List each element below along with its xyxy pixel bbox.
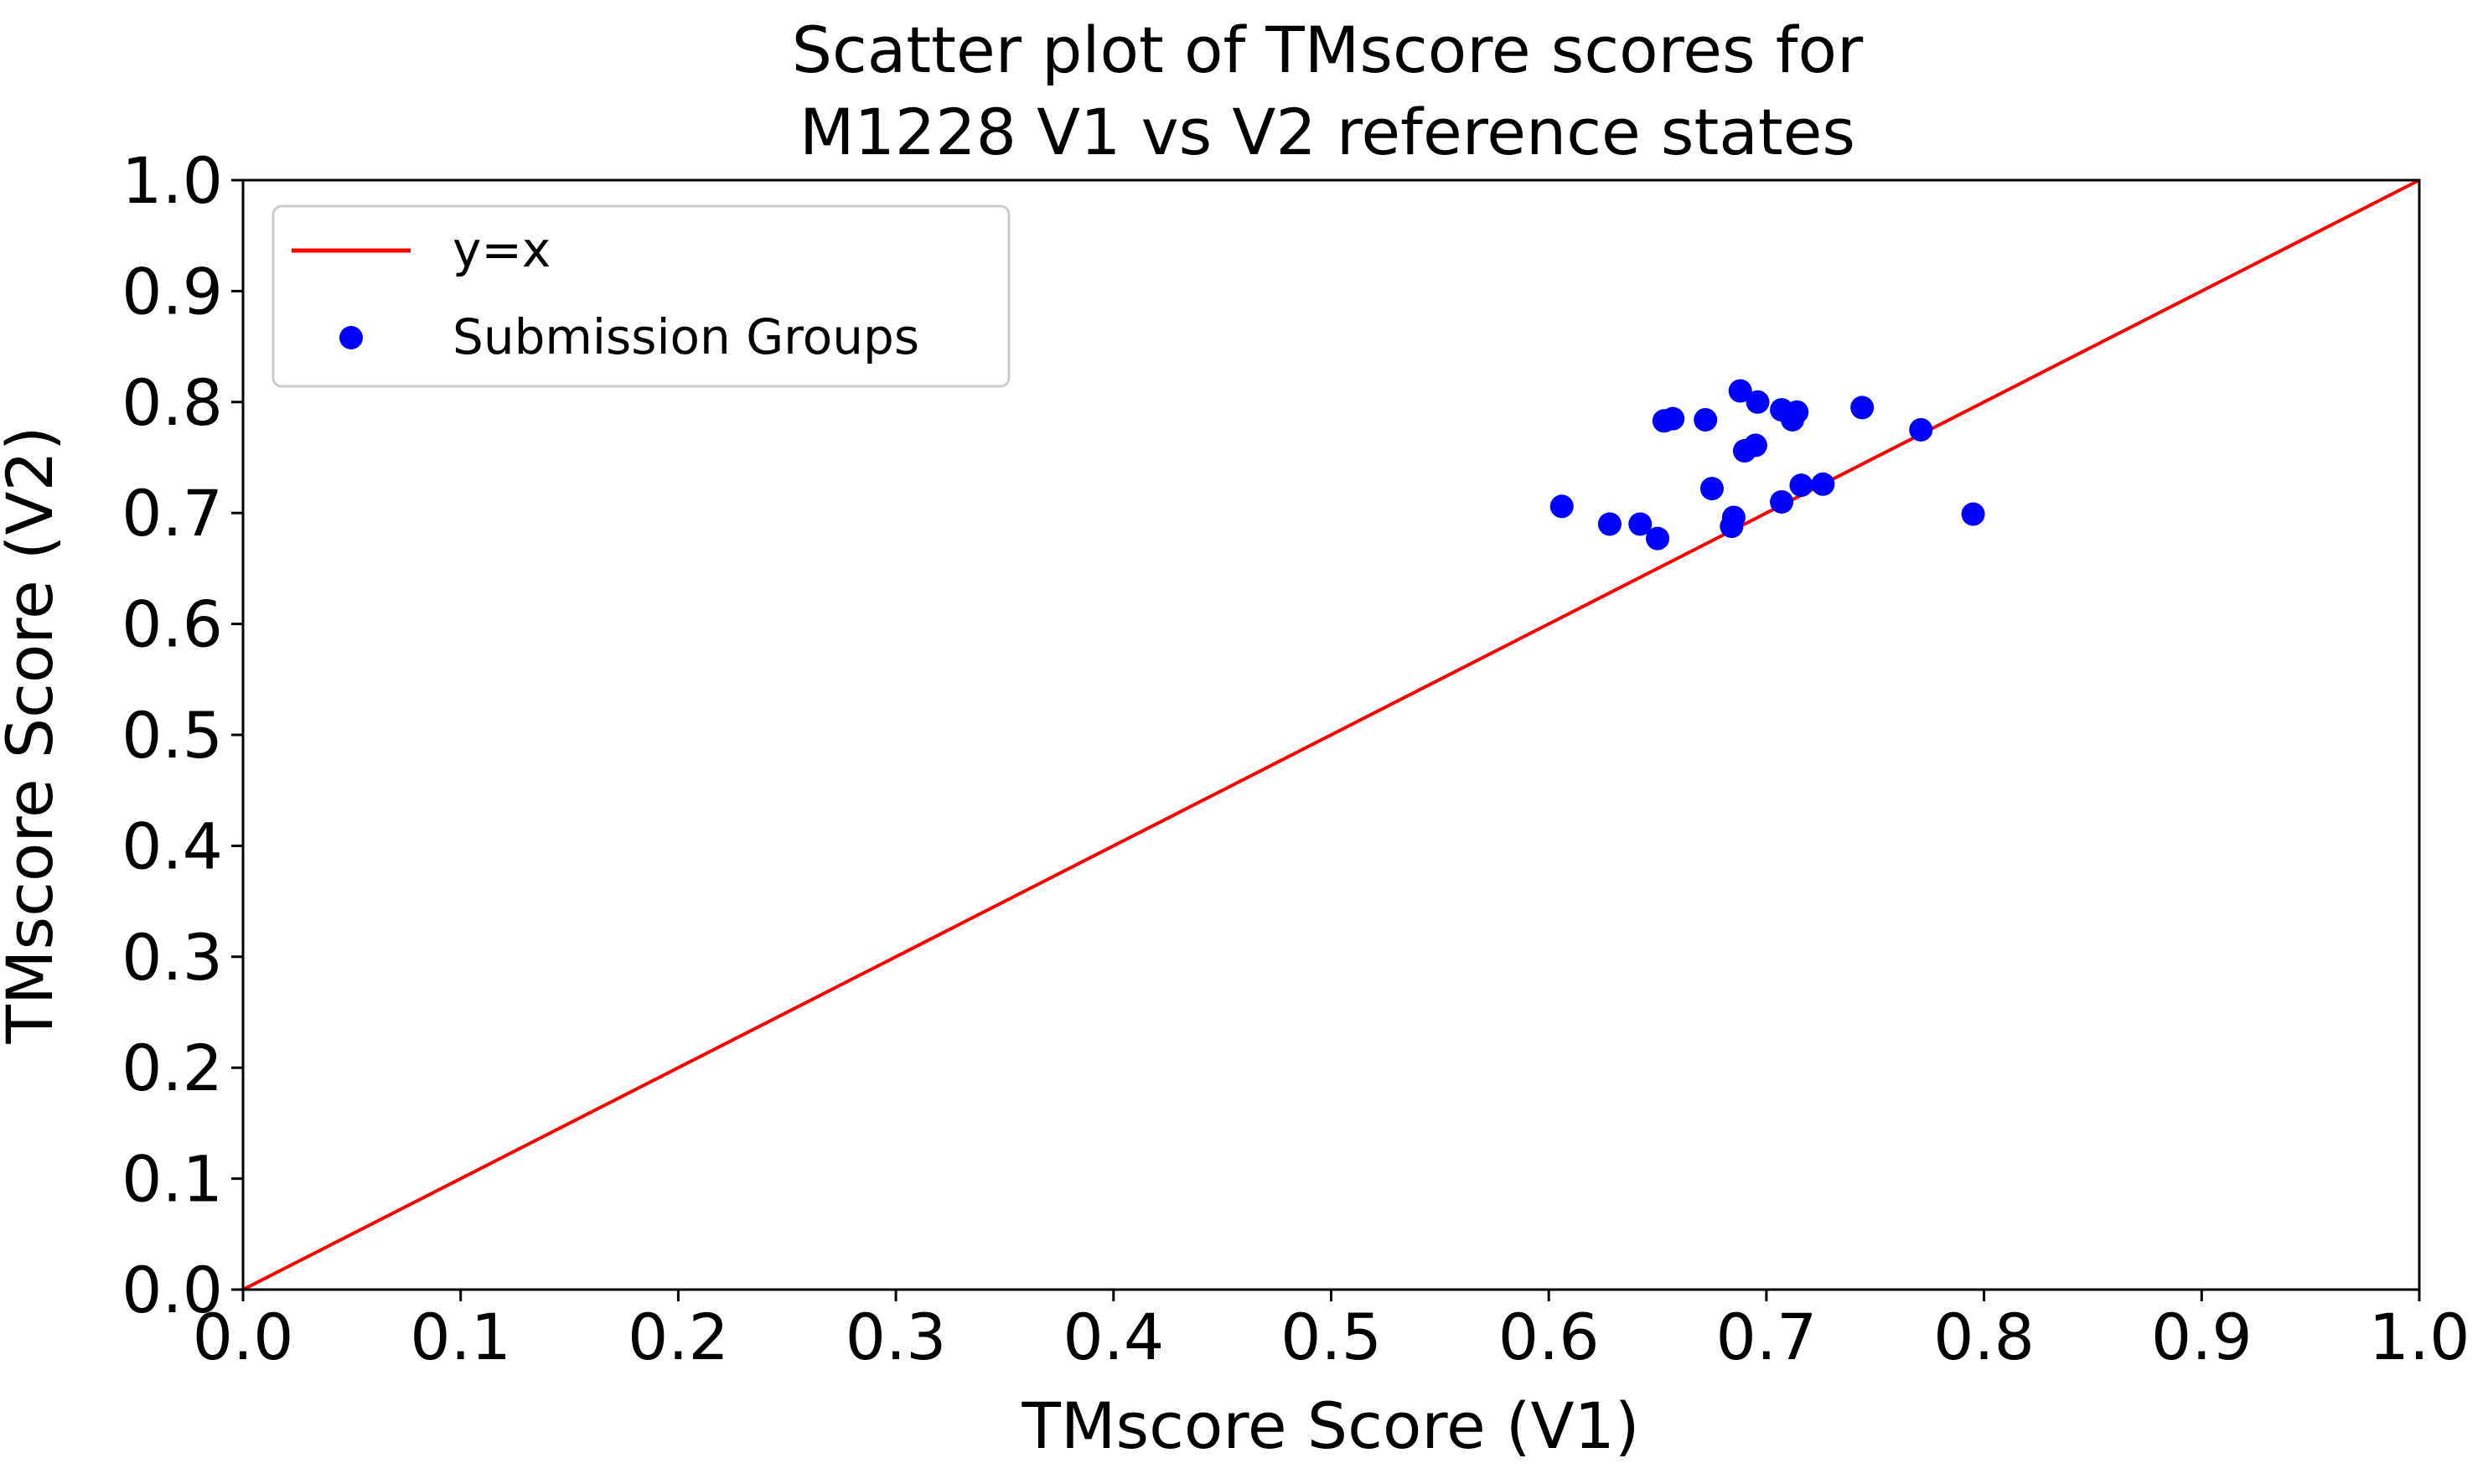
data-point	[1785, 400, 1809, 424]
data-point	[1549, 494, 1574, 519]
y-tick-label: 0.8	[122, 365, 223, 440]
y-tick-label: 0.0	[122, 1253, 223, 1327]
x-tick-label: 0.1	[410, 1300, 511, 1374]
y-tick-label: 0.1	[122, 1142, 223, 1217]
y-tick-label: 1.0	[122, 143, 223, 218]
data-point	[1811, 472, 1835, 496]
data-point	[1850, 396, 1875, 420]
line-layer	[242, 178, 2420, 1291]
y-tick-label: 0.4	[122, 809, 223, 883]
x-tick-label: 0.5	[1280, 1300, 1382, 1374]
x-tick-label: 0.7	[1715, 1300, 1817, 1374]
x-tick-label: 0.3	[846, 1300, 947, 1374]
data-point	[1961, 502, 1985, 526]
y-tick-label: 0.2	[122, 1031, 223, 1105]
y-tick-label: 0.3	[122, 920, 223, 995]
y-tick-label: 0.9	[122, 254, 223, 328]
data-point	[1628, 512, 1653, 536]
chart-title-line2: M1228 V1 vs V2 reference states	[799, 95, 1855, 169]
x-tick-label: 0.0	[193, 1300, 294, 1374]
y-tick-label: 0.7	[122, 476, 223, 551]
points-layer	[1549, 379, 1985, 551]
legend: y=x Submission Groups	[272, 204, 1011, 388]
y-axis-ticks: 0.0 0.1 0.2 0.3 0.4 0.5 0.6 0.7 0.8 0.9 1.0	[122, 143, 243, 1327]
data-point	[1746, 390, 1770, 414]
data-point	[1743, 433, 1767, 458]
x-tick-label: 0.9	[2151, 1300, 2253, 1374]
data-point	[1646, 526, 1670, 551]
data-point	[1694, 407, 1718, 432]
data-point	[1770, 489, 1794, 514]
x-axis-ticks: 0.0 0.1 0.2 0.3 0.4 0.5 0.6 0.7 0.8 0.9 1.0	[193, 1290, 2470, 1374]
legend-point-swatch	[339, 326, 363, 349]
chart-title-line1: Scatter plot of TMscore scores for	[792, 13, 1864, 87]
legend-line-label: y=x	[453, 221, 551, 278]
x-tick-label: 0.2	[628, 1300, 729, 1374]
y-tick-label: 0.6	[122, 587, 223, 662]
data-point	[1661, 406, 1685, 431]
legend-box	[272, 204, 1011, 388]
x-tick-label: 0.4	[1063, 1300, 1164, 1374]
data-point	[1699, 477, 1724, 501]
x-tick-label: 1.0	[2369, 1300, 2470, 1374]
reference-line-y-equals-x	[242, 178, 2420, 1291]
y-tick-label: 0.5	[122, 698, 223, 773]
data-point	[1721, 505, 1746, 530]
data-point	[1909, 417, 1933, 442]
data-point	[1789, 473, 1813, 498]
x-tick-label: 0.6	[1498, 1300, 1600, 1374]
y-axis-label: TMscore Score (V2)	[0, 426, 67, 1044]
data-point	[1597, 512, 1622, 536]
x-tick-label: 0.8	[1933, 1300, 2035, 1374]
legend-point-label: Submission Groups	[453, 308, 919, 365]
data-point	[1728, 379, 1752, 403]
x-axis-label: TMscore Score (V1)	[1021, 1388, 1639, 1463]
